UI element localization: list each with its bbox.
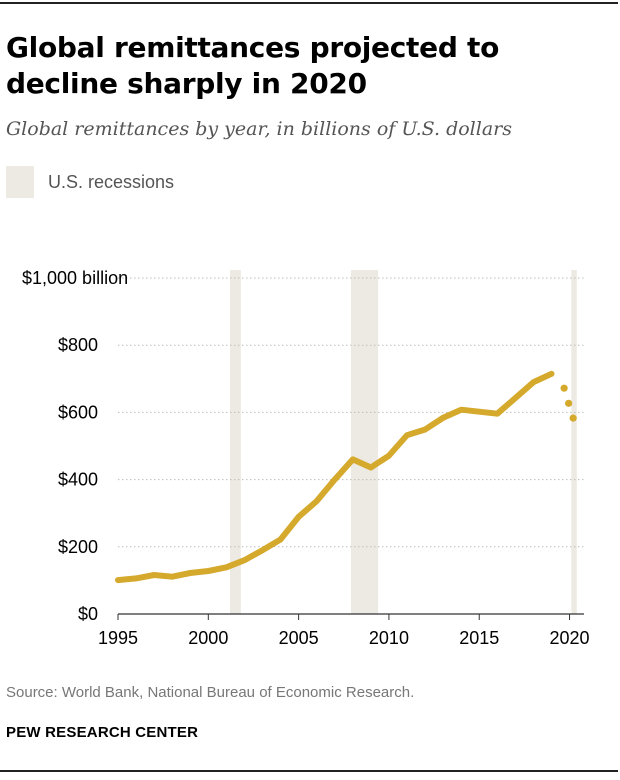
y-tick-label-5: $1,000 billion xyxy=(22,268,128,288)
line-chart: $0 $200 $400 $600 $800 $1,000 billion 1995 2000… xyxy=(22,268,590,648)
y-tick-label-1: $200 xyxy=(58,537,98,557)
projection-point-2 xyxy=(569,414,577,422)
x-tick-label-1: 2000 xyxy=(188,628,228,648)
projection-point-1 xyxy=(565,399,573,407)
x-tick-label-3: 2010 xyxy=(369,628,409,648)
legend: U.S. recessions xyxy=(6,166,174,198)
series-line-0 xyxy=(115,370,555,584)
y-tick-label-4: $800 xyxy=(58,335,98,355)
x-tick-label-4: 2015 xyxy=(459,628,499,648)
recession-band-2 xyxy=(571,270,577,614)
source-note: Source: World Bank, National Bureau of E… xyxy=(6,684,415,701)
legend-label-recession: U.S. recessions xyxy=(48,171,175,192)
x-tick-label-2: 2005 xyxy=(279,628,319,648)
y-tick-label-3: $600 xyxy=(58,402,98,422)
y-tick-label-0: $0 xyxy=(78,604,98,624)
y-tick-label-2: $400 xyxy=(58,470,98,490)
recession-band-1 xyxy=(351,270,379,614)
brand-logo-text: PEW RESEARCH CENTER xyxy=(6,724,199,741)
x-tick-label-5: 2020 xyxy=(550,628,590,648)
projection-point-0 xyxy=(560,384,568,392)
legend-swatch-recession xyxy=(6,166,34,198)
chart-subtitle: Global remittances by year, in billions … xyxy=(6,118,512,140)
recession-band-0 xyxy=(229,270,241,614)
chart-title: Global remittances projected to decline … xyxy=(6,31,500,100)
top-rule xyxy=(0,2,618,4)
bottom-rule xyxy=(0,770,618,772)
x-tick-label-0: 1995 xyxy=(98,628,138,648)
